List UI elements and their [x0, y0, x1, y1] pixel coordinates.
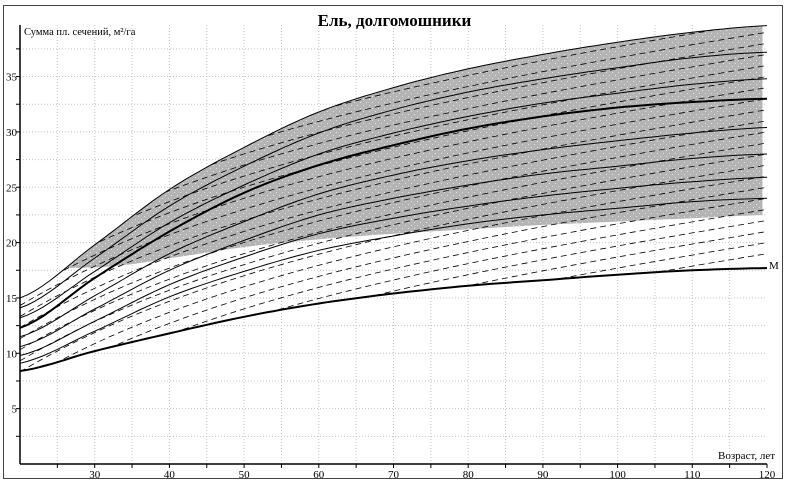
- dashed-isoline: [20, 142, 767, 351]
- dashed-isolines: [20, 25, 767, 371]
- dashed-isoline: [20, 131, 767, 340]
- dashed-isoline: [20, 31, 767, 240]
- x-tick-label: 70: [388, 469, 400, 481]
- chart-frame: [3, 5, 783, 479]
- x-axis-label: Возраст, лет: [718, 450, 776, 462]
- series-line-curve-5: [19, 127, 768, 338]
- dashed-isoline: [20, 153, 767, 362]
- x-tick-label: 40: [164, 469, 176, 481]
- x-tick-label: 30: [89, 469, 101, 481]
- dashed-isoline: [20, 186, 767, 371]
- dashed-isoline: [20, 87, 767, 295]
- series-line-mean: [19, 97, 768, 329]
- shaded-region: [67, 25, 763, 269]
- dashed-isoline: [20, 98, 767, 306]
- dashed-isoline: [20, 253, 767, 371]
- dashed-isoline: [20, 109, 767, 317]
- series-line-curve-3: [19, 78, 768, 319]
- dashed-isoline: [20, 54, 767, 262]
- dashed-isoline: [20, 209, 767, 371]
- y-tick-label: 15: [6, 293, 18, 305]
- series-line-curve-7: [19, 176, 768, 356]
- dashed-isoline: [20, 65, 767, 273]
- y-tick-label: 5: [12, 404, 18, 416]
- series-line-curve-6: [19, 153, 768, 348]
- y-tick-label: 20: [6, 238, 18, 250]
- y-axis-label: Сумма пл. сечений, м²/га: [24, 27, 136, 38]
- x-tick-label: 110: [684, 469, 701, 481]
- curve-label-m: M: [769, 260, 779, 272]
- dashed-isoline: [20, 175, 767, 371]
- series-line-upper: [19, 25, 768, 299]
- dashed-isoline: [20, 242, 767, 371]
- dashed-isoline: [20, 220, 767, 371]
- dashed-isoline: [20, 231, 767, 371]
- x-tick-label: 120: [759, 469, 776, 481]
- y-tick-label: 10: [6, 348, 18, 360]
- x-tick-label: 60: [313, 469, 325, 481]
- x-tick-label: 80: [463, 469, 475, 481]
- chart-title: Ель, долгомошники: [317, 11, 472, 30]
- dashed-isoline: [20, 120, 767, 328]
- x-tick-label: 100: [609, 469, 626, 481]
- series-line-curve-8: [19, 197, 768, 364]
- y-tick-label: 25: [6, 182, 18, 194]
- y-tick-label: 35: [6, 72, 18, 84]
- series-line-curve-2: [19, 51, 768, 309]
- dashed-isoline: [20, 25, 767, 229]
- x-tick-label: 90: [537, 469, 549, 481]
- dashed-isoline: [20, 197, 767, 371]
- y-tick-label: 30: [6, 127, 18, 139]
- series-line-m: [19, 267, 768, 372]
- x-tick-label: 50: [239, 469, 251, 481]
- dashed-isoline: [20, 76, 767, 284]
